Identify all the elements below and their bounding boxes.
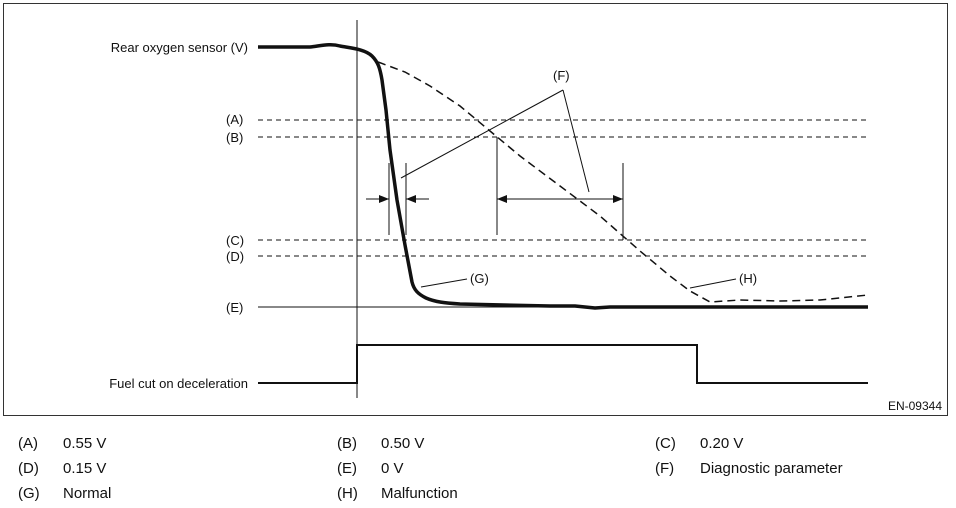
- level-label-e: (E): [226, 300, 243, 315]
- level-label-a: (A): [226, 112, 243, 127]
- legend-value: 0.15 V: [63, 460, 107, 477]
- callout-g-leader: [420, 278, 468, 288]
- legend-code: (H): [337, 485, 358, 502]
- callout-h-label: (H): [739, 271, 757, 286]
- legend-code: (D): [18, 460, 39, 477]
- figure-id: EN-09344: [888, 399, 942, 413]
- callout-h-leader: [689, 278, 737, 289]
- legend-value: Diagnostic parameter: [700, 460, 843, 477]
- level-label-c: (C): [226, 233, 244, 248]
- fuel-cut-label: Fuel cut on deceleration: [109, 376, 248, 391]
- oxygen-sensor-diagram: Rear oxygen sensor (V) Fuel cut on decel…: [3, 3, 948, 416]
- legend-value: Malfunction: [381, 485, 458, 502]
- level-label-b: (B): [226, 130, 243, 145]
- normal-curve: [258, 42, 868, 310]
- legend-value: 0.55 V: [63, 435, 107, 452]
- legend-code: (C): [655, 435, 676, 452]
- legend-value: 0.20 V: [700, 435, 744, 452]
- legend-value: 0 V: [381, 460, 404, 477]
- level-label-d: (D): [226, 249, 244, 264]
- fuel-cut-signal: [258, 344, 868, 384]
- legend-code: (F): [655, 460, 675, 477]
- callout-f-label: (F): [553, 68, 570, 83]
- legend-value: Normal: [63, 485, 112, 502]
- diagram-frame: [3, 3, 948, 416]
- callout-g-label: (G): [470, 271, 489, 286]
- legend-code: (E): [337, 460, 357, 477]
- signal-label: Rear oxygen sensor (V): [111, 40, 248, 55]
- malfunction-curve: [377, 61, 869, 303]
- callout-f-leader-1: [400, 89, 564, 179]
- legend-value: 0.50 V: [381, 435, 425, 452]
- legend-code: (G): [18, 485, 40, 502]
- callout-f-leader-2: [562, 89, 590, 193]
- legend-code: (A): [18, 435, 38, 452]
- legend-code: (B): [337, 435, 357, 452]
